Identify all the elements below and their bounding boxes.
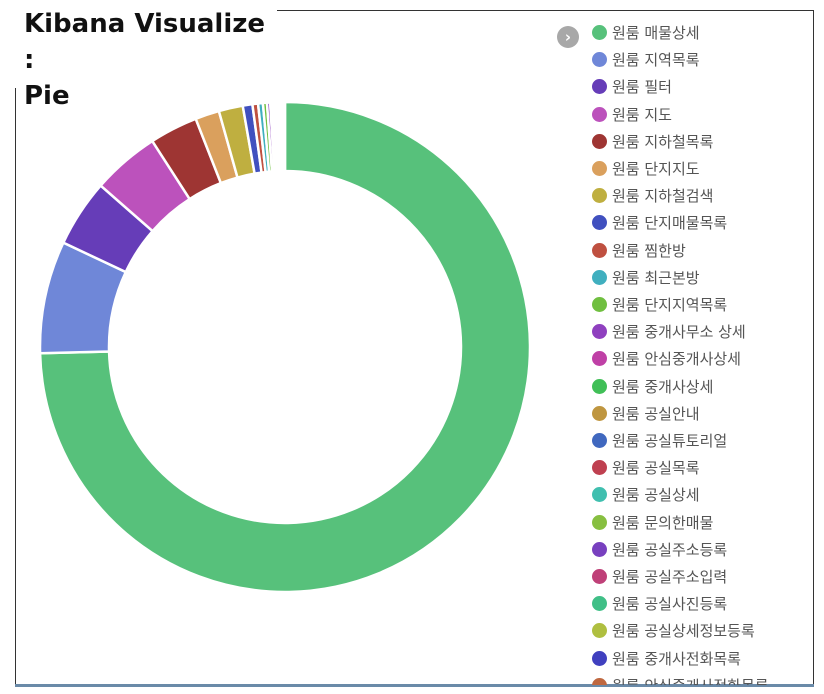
legend-label: 원룸 최근본방 xyxy=(612,268,700,287)
legend-color-dot xyxy=(592,596,607,612)
legend-color-dot xyxy=(592,79,607,95)
legend-color-dot xyxy=(592,188,607,204)
legend-item[interactable]: 원룸 공실상세 xyxy=(590,481,814,508)
page-title: Kibana Visualize : Pie xyxy=(24,9,266,111)
legend-item[interactable]: 원룸 문의한매물 xyxy=(590,509,814,536)
legend-color-dot xyxy=(592,514,607,530)
legend-item[interactable]: 원룸 최근본방 xyxy=(590,264,814,291)
legend-label: 원룸 찜한방 xyxy=(612,241,686,260)
legend-color-dot xyxy=(592,433,607,448)
legend-item[interactable]: 원룸 공실안내 xyxy=(590,400,814,427)
legend-item[interactable]: 원룸 찜한방 xyxy=(590,237,814,264)
legend-item[interactable]: 원룸 안심중개사상세 xyxy=(590,345,814,372)
legend-item[interactable]: 원룸 매물상세 xyxy=(590,19,814,46)
legend-item[interactable]: 원룸 공실주소등록 xyxy=(590,536,814,563)
legend-label: 원룸 중개사무소 상세 xyxy=(612,323,746,342)
legend-label: 원룸 안심중개사전화목록 xyxy=(612,675,769,685)
legend-color-dot xyxy=(592,460,607,476)
legend-color-dot xyxy=(592,215,607,231)
legend-color-dot xyxy=(592,351,607,367)
legend-label: 원룸 공실상세 xyxy=(612,486,700,505)
legend-label: 원룸 공실사진등록 xyxy=(612,595,728,614)
legend-color-dot xyxy=(592,297,607,312)
legend-label: 원룸 단지매물목록 xyxy=(612,214,728,233)
panel-bottom-border xyxy=(15,684,814,687)
legend-color-dot xyxy=(592,487,607,503)
legend-toggle-button[interactable]: › xyxy=(557,26,579,48)
legend-label: 원룸 지하철목록 xyxy=(612,132,714,151)
legend-label: 원룸 중개사전화목록 xyxy=(612,649,741,668)
legend-color-dot xyxy=(592,269,607,285)
legend-color-dot xyxy=(592,324,607,340)
legend-label: 원룸 공실튜토리얼 xyxy=(612,432,728,450)
legend-item[interactable]: 원룸 필터 xyxy=(590,73,814,100)
title-background xyxy=(14,6,277,88)
legend-label: 원룸 지도 xyxy=(612,105,672,124)
legend-item[interactable]: 원룸 중개사전화목록 xyxy=(590,645,814,672)
legend-item[interactable]: 원룸 단지지역목록 xyxy=(590,291,814,318)
legend-label: 원룸 공실목록 xyxy=(612,459,700,478)
legend-label: 원룸 문의한매물 xyxy=(612,513,714,532)
legend-label: 원룸 안심중개사상세 xyxy=(612,350,741,369)
legend-color-dot xyxy=(592,677,607,685)
legend-item[interactable]: 원룸 지하철검색 xyxy=(590,182,814,209)
legend-item[interactable]: 원룸 공실튜토리얼 xyxy=(590,427,814,454)
legend-item[interactable]: 원룸 안심중개사전화목록 xyxy=(590,672,814,685)
legend-color-dot xyxy=(592,541,607,557)
legend-label: 원룸 매물상세 xyxy=(612,24,700,42)
legend-item[interactable]: 원룸 공실주소입력 xyxy=(590,563,814,590)
pie-slice-1[interactable] xyxy=(38,100,532,594)
pie-slices xyxy=(38,100,532,594)
legend-label: 원룸 지하철검색 xyxy=(612,187,714,206)
legend-item[interactable]: 원룸 단지지도 xyxy=(590,155,814,182)
visualization-panel xyxy=(15,10,814,687)
legend-color-dot xyxy=(592,405,607,421)
legend-label: 원룸 공실안내 xyxy=(612,404,700,423)
legend-color-dot xyxy=(592,106,607,122)
legend-color-dot xyxy=(592,161,607,176)
legend-label: 원룸 단지지도 xyxy=(612,160,700,178)
legend-label: 원룸 공실상세정보등록 xyxy=(612,622,755,641)
legend-label: 원룸 필터 xyxy=(612,78,672,97)
legend-item[interactable]: 원룸 공실목록 xyxy=(590,454,814,481)
legend-color-dot xyxy=(592,650,607,666)
legend-label: 원룸 중개사상세 xyxy=(612,377,714,396)
legend-color-dot xyxy=(592,623,607,639)
legend-color-dot xyxy=(592,25,607,40)
legend-item[interactable]: 원룸 단지매물목록 xyxy=(590,209,814,236)
legend-item[interactable]: 원룸 지하철목록 xyxy=(590,128,814,155)
legend-item[interactable]: 원룸 지도 xyxy=(590,101,814,128)
legend-label: 원룸 공실주소등록 xyxy=(612,540,728,559)
legend-color-dot xyxy=(592,242,607,258)
legend-item[interactable]: 원룸 중개사상세 xyxy=(590,373,814,400)
legend-color-dot xyxy=(592,133,607,149)
legend-item[interactable]: 원룸 중개사무소 상세 xyxy=(590,318,814,345)
legend-color-dot xyxy=(592,52,607,68)
chevron-right-icon: › xyxy=(564,28,572,46)
legend-item[interactable]: 원룸 지역목록 xyxy=(590,46,814,73)
legend-label: 원룸 지역목록 xyxy=(612,51,700,70)
legend-label: 원룸 공실주소입력 xyxy=(612,568,728,586)
legend-item[interactable]: 원룸 공실상세정보등록 xyxy=(590,617,814,644)
legend-color-dot xyxy=(592,569,607,584)
legend-color-dot xyxy=(592,378,607,394)
legend-label: 원룸 단지지역목록 xyxy=(612,296,728,314)
legend-item[interactable]: 원룸 공실사진등록 xyxy=(590,590,814,617)
